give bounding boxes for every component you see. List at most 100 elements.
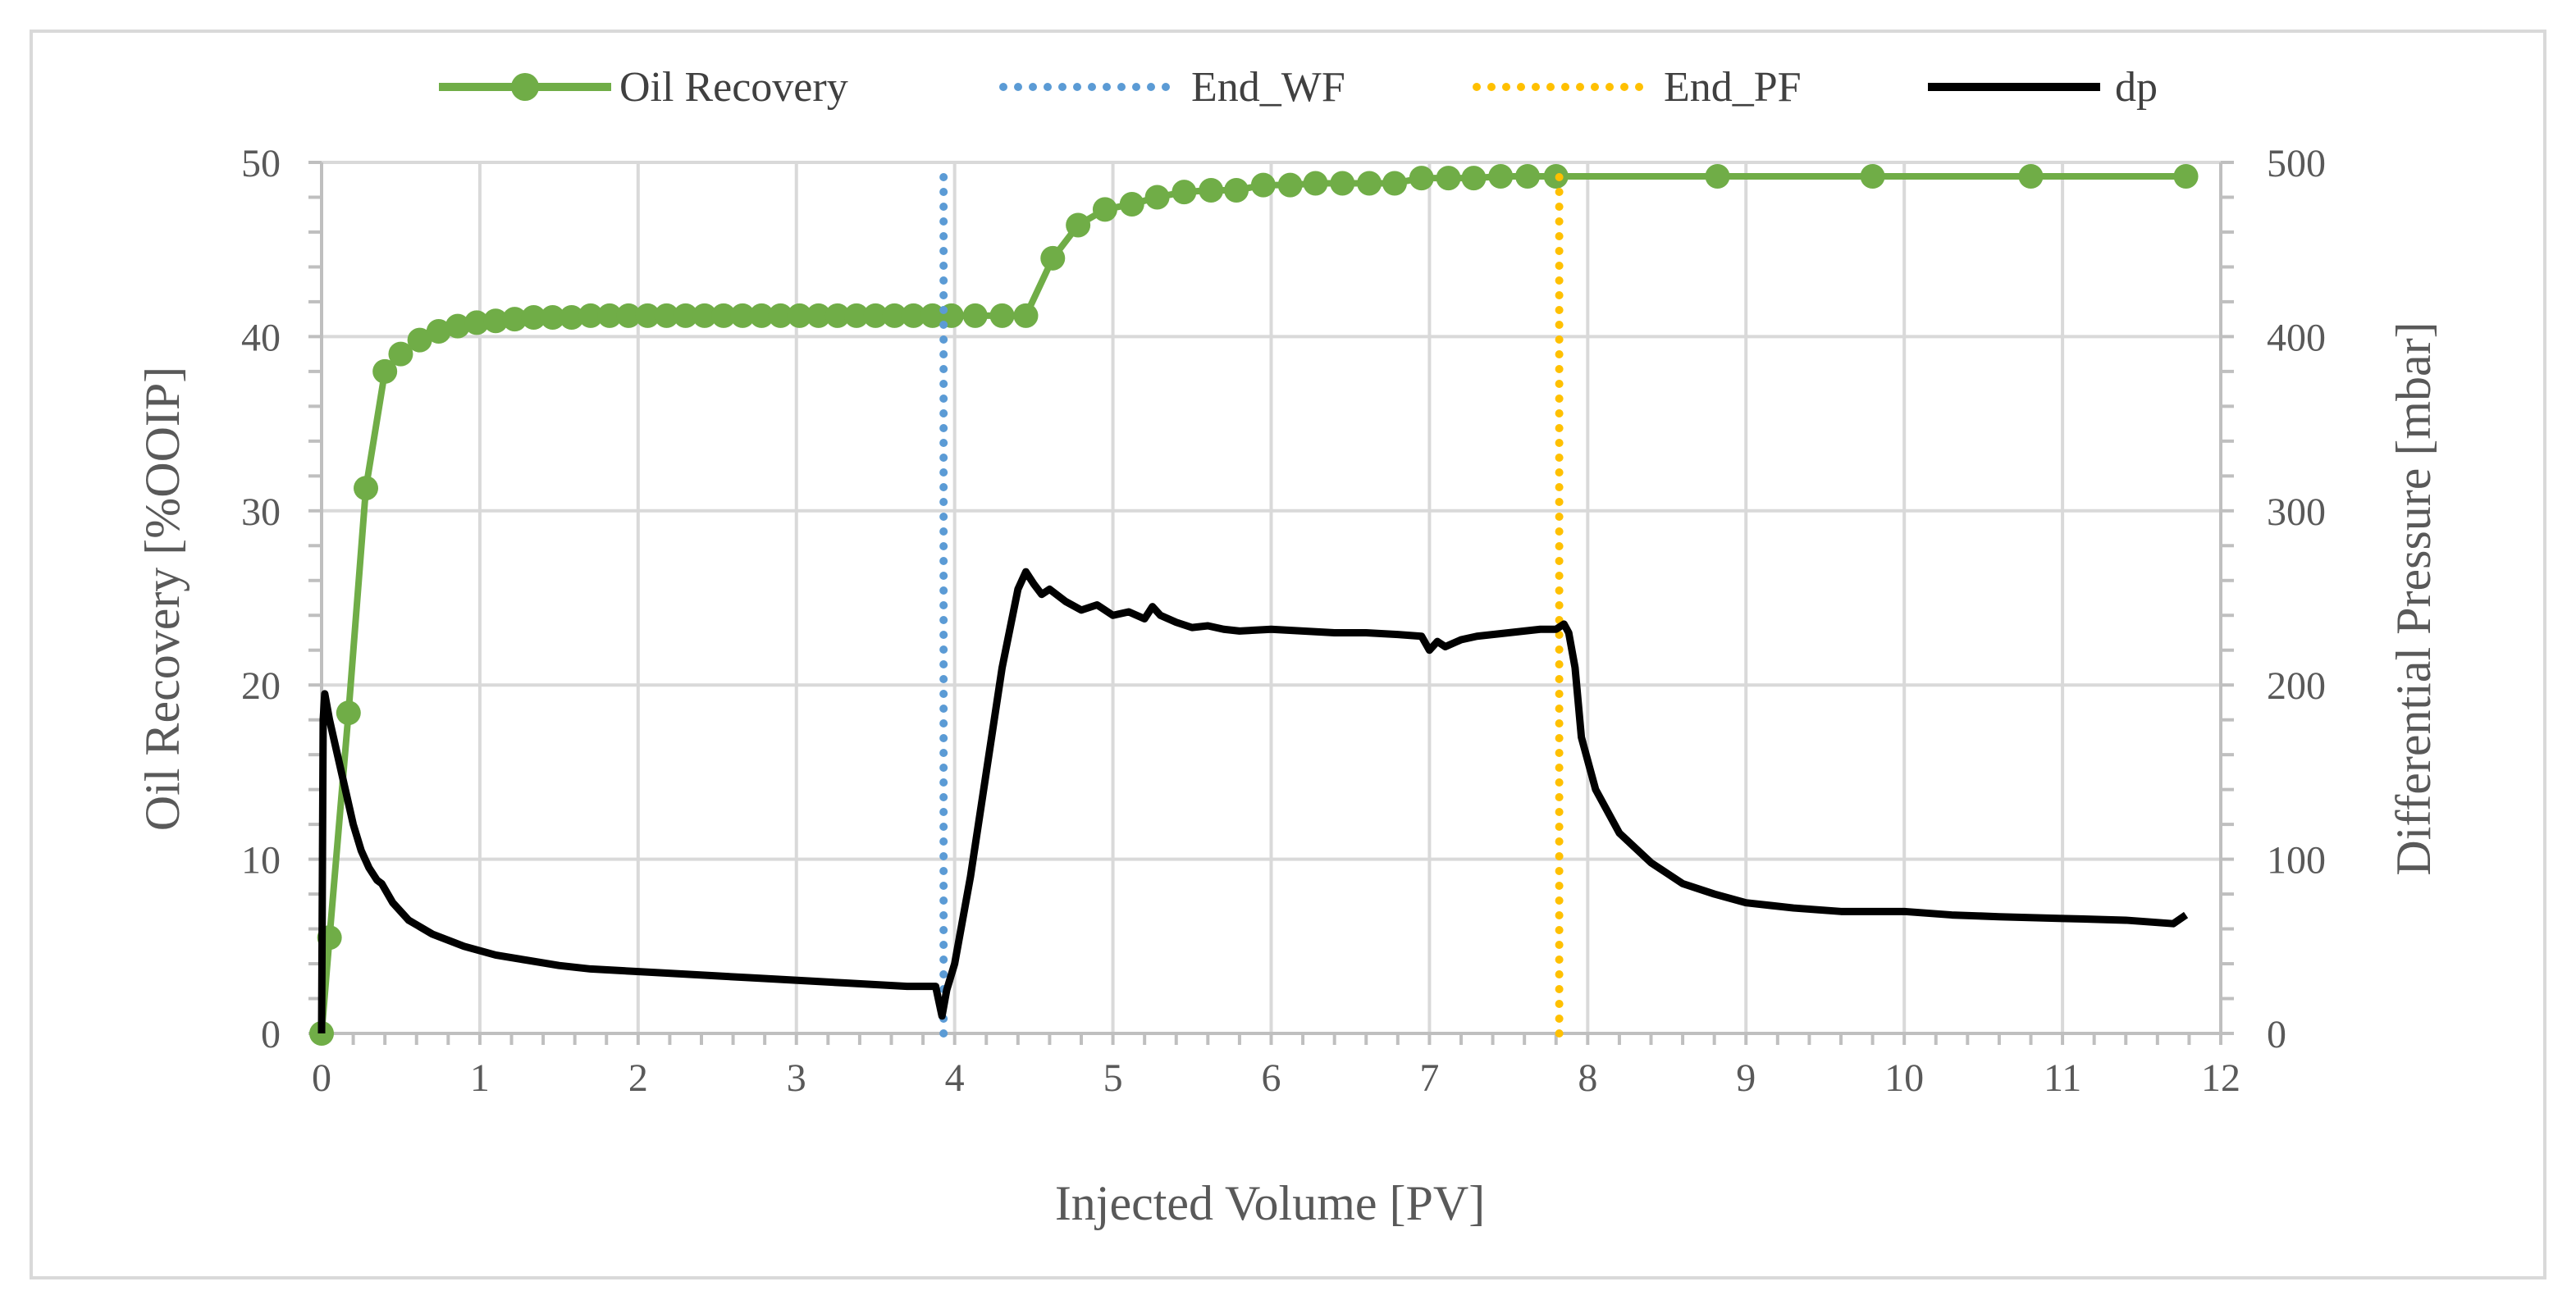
data-point-oil-recovery — [824, 303, 850, 328]
data-point-oil-recovery — [1277, 172, 1303, 198]
x-tick-label: 5 — [1103, 1056, 1123, 1100]
x-tick-label: 1 — [470, 1056, 490, 1100]
y-right-tick-label: 300 — [2267, 490, 2326, 534]
data-point-oil-recovery — [559, 305, 584, 331]
data-point-oil-recovery — [616, 303, 642, 328]
data-point-oil-recovery — [711, 303, 737, 328]
y-right-tick-label: 500 — [2267, 142, 2326, 185]
data-point-oil-recovery — [989, 303, 1015, 328]
y-left-tick-label: 20 — [241, 664, 281, 708]
data-point-oil-recovery — [1461, 166, 1487, 191]
data-point-oil-recovery — [1488, 163, 1514, 189]
data-point-oil-recovery — [635, 303, 660, 328]
data-point-oil-recovery — [502, 307, 528, 332]
data-point-oil-recovery — [787, 303, 812, 328]
data-point-oil-recovery — [1860, 163, 1885, 189]
data-point-oil-recovery — [1172, 180, 1197, 205]
data-point-oil-recovery — [844, 303, 870, 328]
data-point-oil-recovery — [901, 303, 926, 328]
data-point-oil-recovery — [1357, 171, 1382, 196]
x-tick-label: 11 — [2044, 1056, 2081, 1100]
x-tick-label: 8 — [1578, 1056, 1597, 1100]
data-point-oil-recovery — [2173, 163, 2199, 189]
data-point-oil-recovery — [768, 303, 793, 328]
data-point-oil-recovery — [407, 327, 432, 353]
legend-item-end-wf: End_WF — [999, 64, 1345, 111]
data-point-oil-recovery — [372, 358, 398, 384]
legend-label-end-pf: End_PF — [1664, 64, 1802, 111]
data-point-oil-recovery — [692, 303, 717, 328]
data-point-oil-recovery — [426, 319, 451, 344]
y-left-tick-label: 30 — [241, 490, 281, 534]
data-point-oil-recovery — [863, 303, 888, 328]
data-point-oil-recovery — [654, 303, 679, 328]
data-point-oil-recovery — [464, 310, 490, 335]
x-tick-label: 4 — [945, 1056, 965, 1100]
x-tick-label: 12 — [2201, 1056, 2240, 1100]
data-point-oil-recovery — [749, 303, 774, 328]
data-point-oil-recovery — [1013, 303, 1039, 328]
data-point-oil-recovery — [730, 303, 756, 328]
data-point-oil-recovery — [962, 303, 988, 328]
series-line-dp — [317, 568, 2189, 1034]
tick-labels: 0 1 2 3 4 5 6 7 8 9 10 11 12010203040500100200300400… — [241, 142, 2326, 1100]
data-point-oil-recovery — [1066, 212, 1091, 238]
legend-item-dp: dp — [1928, 64, 2158, 111]
data-point-oil-recovery — [1330, 171, 1355, 196]
x-tick-label: 2 — [628, 1056, 648, 1100]
data-point-oil-recovery — [1515, 163, 1541, 189]
y-right-tick-label: 200 — [2267, 664, 2326, 708]
data-point-oil-recovery — [1250, 172, 1276, 198]
data-point-oil-recovery — [2018, 163, 2044, 189]
data-point-oil-recovery — [1436, 166, 1461, 191]
y-right-tick-label: 0 — [2267, 1013, 2286, 1056]
data-point-oil-recovery — [597, 303, 623, 328]
y-right-axis-title: Differential Pressure [mbar] — [2386, 322, 2441, 875]
series-layer — [309, 158, 2199, 1046]
data-point-oil-recovery — [882, 303, 907, 328]
legend-item-end-pf: End_PF — [1473, 64, 1802, 111]
legend-label-dp: dp — [2115, 64, 2158, 111]
x-tick-label: 7 — [1419, 1056, 1439, 1100]
data-point-oil-recovery — [388, 341, 413, 367]
data-point-oil-recovery — [445, 313, 470, 339]
data-point-oil-recovery — [673, 303, 698, 328]
legend-label-end-wf: End_WF — [1191, 64, 1345, 111]
data-point-oil-recovery — [806, 303, 831, 328]
y-right-tick-label: 100 — [2267, 839, 2326, 883]
legend-item-oil-recovery: Oil Recovery — [439, 64, 848, 111]
x-tick-label: 6 — [1262, 1056, 1281, 1100]
y-right-tick-label: 400 — [2267, 316, 2326, 359]
y-left-tick-label: 0 — [261, 1013, 281, 1056]
y-left-tick-label: 50 — [241, 142, 281, 185]
data-point-oil-recovery — [1092, 197, 1117, 222]
x-axis-title: Injected Volume [PV] — [1055, 1176, 1485, 1230]
y-left-tick-label: 40 — [241, 316, 281, 359]
data-point-oil-recovery — [920, 303, 945, 328]
data-point-oil-recovery — [578, 303, 603, 328]
data-point-oil-recovery — [1303, 171, 1328, 196]
data-point-oil-recovery — [1705, 163, 1730, 189]
chart-frame — [30, 30, 2546, 1279]
data-point-oil-recovery — [540, 305, 565, 331]
x-tick-label: 3 — [787, 1056, 806, 1100]
data-point-oil-recovery — [336, 700, 361, 726]
legend: Oil Recovery End_WF End_PF dp — [439, 64, 2158, 111]
legend-label-oil-recovery: Oil Recovery — [619, 64, 848, 111]
data-point-oil-recovery — [1224, 177, 1249, 203]
data-point-oil-recovery — [354, 476, 379, 501]
legend-marker-oil-recovery — [511, 73, 539, 101]
data-point-oil-recovery — [1199, 177, 1224, 203]
x-tick-label: 10 — [1884, 1056, 1924, 1100]
data-point-oil-recovery — [483, 308, 509, 334]
y-left-tick-label: 10 — [241, 839, 281, 883]
data-point-oil-recovery — [1040, 245, 1066, 271]
x-tick-label: 0 — [312, 1056, 331, 1100]
y-left-axis-title: Oil Recovery [%OOIP] — [135, 367, 190, 832]
data-point-oil-recovery — [1144, 185, 1170, 210]
data-point-oil-recovery — [521, 305, 546, 331]
data-point-oil-recovery — [1382, 171, 1407, 196]
data-point-oil-recovery — [1409, 166, 1434, 191]
